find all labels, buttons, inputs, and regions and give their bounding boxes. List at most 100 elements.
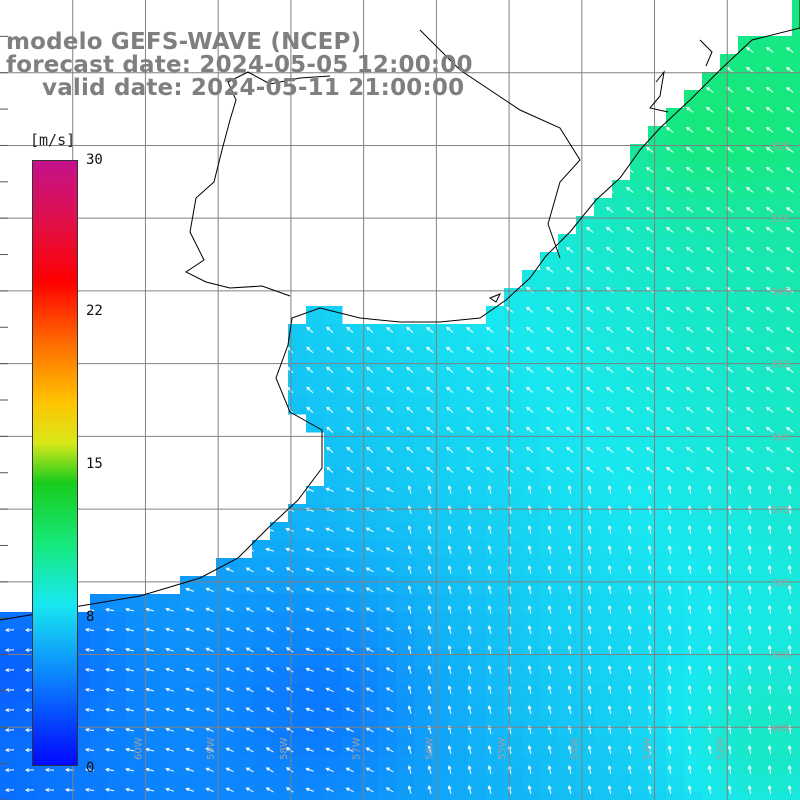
wind-speed-cell <box>720 468 739 487</box>
wind-speed-cell <box>414 774 433 793</box>
wind-arrow <box>446 386 454 393</box>
wind-speed-cell <box>540 468 559 487</box>
wind-speed-cell <box>702 594 721 613</box>
wind-arrow <box>546 286 554 293</box>
wind-arrow <box>325 607 334 613</box>
wind-speed-cell <box>486 702 505 721</box>
wind-speed-cell <box>594 342 613 361</box>
wind-speed-cell <box>216 594 235 613</box>
wind-arrow <box>365 547 374 553</box>
wind-speed-cell <box>756 54 775 73</box>
wind-arrow <box>645 186 654 193</box>
wind-speed-cell <box>306 684 325 703</box>
wind-speed-cell <box>396 738 415 757</box>
wind-speed-cell <box>756 198 775 217</box>
wind-arrow <box>707 645 712 654</box>
wind-arrow <box>727 625 732 634</box>
wind-arrow <box>527 505 532 515</box>
wind-arrow <box>105 607 114 612</box>
wind-speed-cell <box>342 774 361 793</box>
wind-speed-cell <box>234 792 253 800</box>
wind-arrow <box>265 707 274 713</box>
wind-speed-cell <box>684 270 703 289</box>
wind-speed-cell <box>540 414 559 433</box>
wind-speed-cell <box>738 252 757 271</box>
wind-speed-cell <box>126 648 145 667</box>
wind-speed-cell <box>468 702 487 721</box>
wind-arrow <box>4 628 15 633</box>
wind-speed-cell <box>198 630 217 649</box>
wind-arrow <box>326 426 334 433</box>
wind-arrow <box>345 667 354 673</box>
wind-arrow <box>586 466 594 473</box>
wind-arrow <box>447 665 452 675</box>
wind-arrow <box>687 765 692 774</box>
wind-speed-cell <box>522 324 541 343</box>
wind-speed-cell <box>720 324 739 343</box>
wind-arrow <box>305 787 314 792</box>
wind-arrow <box>305 667 314 672</box>
wind-speed-cell <box>756 90 775 109</box>
wind-speed-cell <box>774 756 793 775</box>
wind-arrow <box>785 347 794 353</box>
wind-speed-cell <box>558 684 577 703</box>
wind-speed-cell <box>738 486 757 505</box>
wind-arrow <box>727 605 732 614</box>
wind-arrow <box>205 667 214 673</box>
wind-speed-cell <box>378 594 397 613</box>
wind-speed-cell <box>738 468 757 487</box>
wind-arrow <box>687 565 692 574</box>
wind-arrow <box>607 565 612 575</box>
wind-arrow <box>407 525 412 534</box>
wind-speed-cell <box>666 648 685 667</box>
wind-speed-cell <box>684 756 703 775</box>
wind-speed-cell <box>504 360 523 379</box>
wind-arrow <box>765 46 774 53</box>
wind-arrow <box>605 226 614 233</box>
wind-speed-cell <box>504 774 523 793</box>
latitude-label: 36S <box>771 432 790 443</box>
wind-arrow <box>446 366 454 373</box>
wind-arrow <box>365 567 374 573</box>
wind-arrow <box>607 525 612 535</box>
wind-speed-cell <box>648 648 667 667</box>
wind-speed-cell <box>468 630 487 649</box>
wind-arrow <box>685 126 694 133</box>
wind-speed-cell <box>792 540 800 559</box>
wind-arrow <box>747 764 752 775</box>
wind-speed-cell <box>414 702 433 721</box>
wind-speed-cell <box>450 540 469 559</box>
wind-speed-cell <box>594 288 613 307</box>
wind-speed-cell <box>108 720 127 739</box>
wind-speed-cell <box>684 198 703 217</box>
wind-arrow <box>785 67 794 73</box>
wind-speed-cell <box>0 792 19 800</box>
wind-speed-cell <box>648 342 667 361</box>
wind-speed-cell <box>162 648 181 667</box>
wind-speed-cell <box>360 792 379 800</box>
wind-arrow <box>145 707 155 712</box>
wind-speed-cell <box>0 666 19 685</box>
wind-arrow <box>645 406 654 413</box>
wind-arrow <box>487 485 492 495</box>
wind-arrow <box>105 647 114 652</box>
wind-speed-cell <box>450 558 469 577</box>
latitude-label: 40S <box>771 723 790 734</box>
wind-speed-cell <box>648 720 667 739</box>
wind-arrow <box>647 745 652 755</box>
wind-speed-cell <box>288 396 307 415</box>
wind-speed-cell <box>306 774 325 793</box>
wind-arrow <box>225 707 234 713</box>
wind-speed-cell <box>630 324 649 343</box>
wind-speed-cell <box>702 414 721 433</box>
wind-speed-cell <box>630 774 649 793</box>
wind-speed-cell <box>486 522 505 541</box>
wind-arrow <box>785 407 794 413</box>
wind-speed-cell <box>468 756 487 775</box>
wind-arrow <box>205 767 214 773</box>
wind-arrow <box>285 607 294 613</box>
wind-speed-cell <box>324 450 343 469</box>
wind-arrow <box>765 146 774 153</box>
wind-arrow <box>767 544 772 555</box>
wind-arrow <box>765 346 774 353</box>
